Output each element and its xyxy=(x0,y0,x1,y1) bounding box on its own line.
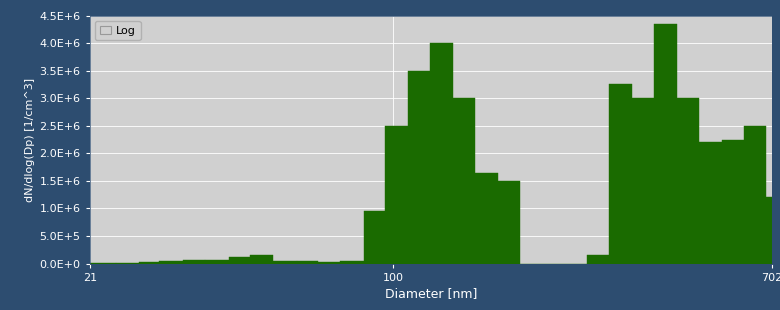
Bar xyxy=(364,211,385,264)
Bar xyxy=(385,126,408,264)
Bar xyxy=(587,255,609,264)
Bar xyxy=(159,261,183,264)
Bar xyxy=(699,142,722,264)
Bar xyxy=(453,98,475,263)
Bar xyxy=(722,140,744,264)
Bar xyxy=(766,197,772,264)
Bar xyxy=(183,260,205,264)
Bar xyxy=(318,262,340,264)
Bar xyxy=(654,24,677,264)
Bar xyxy=(273,261,297,264)
Bar xyxy=(498,181,520,264)
Legend: Log: Log xyxy=(95,21,140,40)
Bar xyxy=(632,98,654,263)
Bar xyxy=(609,84,632,264)
Y-axis label: dN/dlog(Dp) [1/cm^3]: dN/dlog(Dp) [1/cm^3] xyxy=(26,78,35,202)
Bar xyxy=(744,126,766,264)
Bar xyxy=(677,98,699,263)
Bar xyxy=(205,260,229,264)
Bar xyxy=(340,261,364,264)
Bar xyxy=(431,43,453,264)
Bar xyxy=(229,257,250,264)
Bar xyxy=(475,173,498,264)
Bar xyxy=(408,71,431,264)
Bar xyxy=(250,255,273,264)
Bar xyxy=(139,262,159,264)
X-axis label: Diameter [nm]: Diameter [nm] xyxy=(385,287,477,300)
Bar xyxy=(297,261,318,264)
